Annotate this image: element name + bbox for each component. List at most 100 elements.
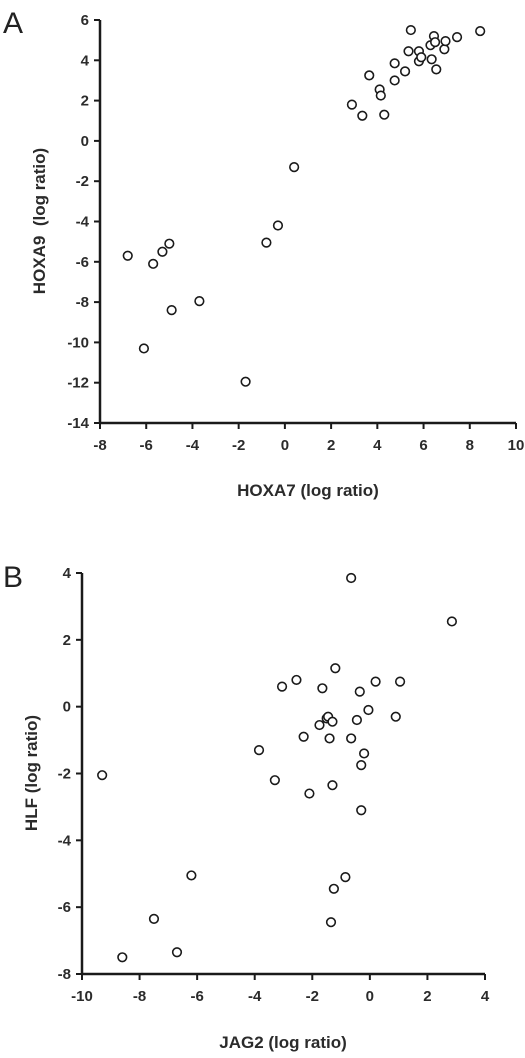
data-point <box>389 75 400 86</box>
data-point <box>148 258 159 269</box>
data-point <box>451 32 463 43</box>
data-point <box>346 99 358 110</box>
data-point <box>186 870 197 881</box>
y-tick-label: -4 <box>76 214 90 231</box>
data-point <box>304 788 315 799</box>
y-tick-label: 4 <box>63 565 72 582</box>
data-point <box>363 704 374 716</box>
y-tick-label: 2 <box>81 93 89 110</box>
data-point <box>324 733 335 744</box>
data-point <box>298 731 309 742</box>
data-point <box>317 683 328 694</box>
y-tick-label: -6 <box>76 254 89 271</box>
data-point <box>389 58 400 69</box>
data-point <box>327 780 338 791</box>
x-tick-label: 2 <box>423 988 431 1005</box>
y-tick-label: -14 <box>67 415 89 432</box>
x-tick-label: -4 <box>248 988 262 1005</box>
data-point <box>403 46 414 57</box>
data-point <box>346 572 357 584</box>
x-tick-label: 10 <box>508 437 525 454</box>
y-tick-label: -2 <box>76 173 89 190</box>
x-tick-label: -10 <box>71 988 93 1005</box>
x-tick-label: 0 <box>281 437 289 454</box>
x-tick-label: 8 <box>466 437 474 454</box>
data-point <box>416 52 427 63</box>
data-point <box>430 37 441 48</box>
data-point <box>138 343 150 354</box>
y-axis-title: HLF (log ratio) <box>22 715 41 831</box>
data-point <box>272 220 284 231</box>
data-point <box>148 913 160 924</box>
y-tick-label: 2 <box>63 632 71 649</box>
data-point <box>446 616 457 627</box>
data-point <box>269 775 280 786</box>
data-point <box>194 295 205 307</box>
data-point <box>328 883 339 894</box>
y-tick-label: -8 <box>76 294 89 311</box>
data-point <box>314 719 325 731</box>
data-point <box>356 760 367 771</box>
data-point <box>340 871 351 883</box>
data-point <box>330 663 341 674</box>
data-point <box>356 805 367 816</box>
y-tick-label: -6 <box>58 899 71 916</box>
data-point <box>379 109 390 120</box>
data-point <box>357 110 368 121</box>
data-point <box>375 90 386 101</box>
data-point <box>171 947 183 958</box>
y-tick-label: 4 <box>81 52 90 69</box>
data-point <box>390 711 401 722</box>
x-tick-label: -8 <box>133 988 146 1005</box>
data-point <box>370 676 381 687</box>
data-point <box>346 733 357 744</box>
y-tick-label: 0 <box>63 699 71 716</box>
data-point <box>327 716 338 727</box>
x-tick-label: -6 <box>140 437 153 454</box>
data-point <box>399 66 411 77</box>
data-point <box>364 70 375 81</box>
data-point <box>276 681 288 692</box>
data-point <box>122 250 133 261</box>
x-tick-label: -2 <box>232 437 245 454</box>
data-point <box>359 748 370 759</box>
data-point <box>475 25 486 37</box>
data-point <box>405 24 416 36</box>
y-tick-label: -10 <box>67 334 89 351</box>
data-point <box>426 54 437 65</box>
x-tick-label: 2 <box>327 437 335 454</box>
y-tick-label: 6 <box>81 12 89 29</box>
y-tick-label: -2 <box>58 766 71 783</box>
y-tick-label: -4 <box>58 832 72 849</box>
data-point <box>440 36 451 47</box>
data-point <box>325 917 337 928</box>
data-point <box>157 246 168 257</box>
y-tick-label: -8 <box>58 966 71 983</box>
data-point <box>431 64 442 75</box>
data-point <box>351 714 363 726</box>
panel-letter: B <box>3 561 23 594</box>
y-tick-label: -12 <box>67 375 89 392</box>
data-point <box>164 238 175 249</box>
panel-letter: A <box>3 7 23 40</box>
x-tick-label: 4 <box>373 437 382 454</box>
data-point <box>97 770 108 781</box>
data-point <box>240 376 251 387</box>
data-point <box>354 686 365 697</box>
x-tick-label: -8 <box>93 437 106 454</box>
x-tick-label: 4 <box>481 988 490 1005</box>
data-point <box>253 745 265 756</box>
data-point <box>117 952 128 963</box>
data-point <box>291 674 302 686</box>
x-tick-label: 6 <box>419 437 427 454</box>
y-axis-title: HOXA9 (log ratio) <box>30 148 49 294</box>
x-tick-label: -6 <box>190 988 203 1005</box>
data-point <box>394 676 406 687</box>
x-tick-label: 0 <box>366 988 374 1005</box>
y-tick-label: 0 <box>81 133 89 150</box>
chart-panel-a: A -8 -6 -4 -2 0 2 4 6 8 10 -14 -12 -10 -8 -6 -4 -2 0 2 4 6 HOX… <box>3 7 524 500</box>
x-tick-label: -4 <box>186 437 200 454</box>
x-axis-title: JAG2 (log ratio) <box>219 1033 347 1052</box>
